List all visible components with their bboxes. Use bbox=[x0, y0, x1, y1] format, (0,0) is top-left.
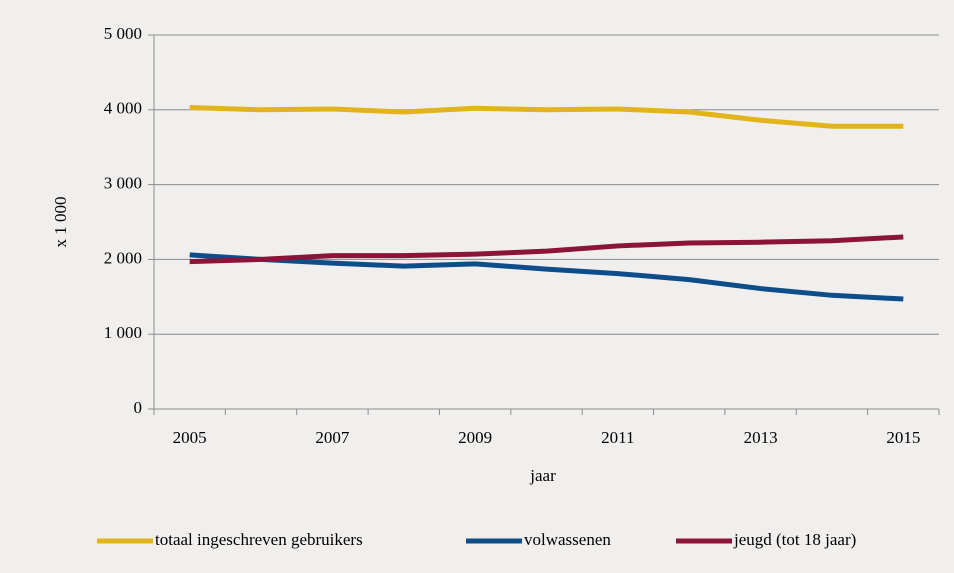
y-tick-label: 1 000 bbox=[104, 323, 142, 342]
legend-label: jeugd (tot 18 jaar) bbox=[733, 530, 856, 549]
y-tick-label: 5 000 bbox=[104, 24, 142, 43]
x-tick-label: 2013 bbox=[744, 428, 778, 447]
x-axis-label: jaar bbox=[529, 466, 556, 485]
y-tick-label: 3 000 bbox=[104, 174, 142, 193]
y-axis-label: x 1 000 bbox=[51, 197, 70, 248]
legend-label: volwassenen bbox=[524, 530, 611, 549]
x-tick-label: 2011 bbox=[601, 428, 634, 447]
x-tick-label: 2005 bbox=[173, 428, 207, 447]
series-line bbox=[189, 252, 904, 302]
y-tick-label: 2 000 bbox=[104, 248, 142, 267]
y-tick-label: 4 000 bbox=[104, 99, 142, 118]
x-tick-label: 2007 bbox=[315, 428, 350, 447]
x-tick-label: 2015 bbox=[886, 428, 920, 447]
series-line bbox=[189, 105, 904, 129]
legend-label: totaal ingeschreven gebruikers bbox=[155, 530, 363, 549]
x-tick-label: 2009 bbox=[458, 428, 492, 447]
y-tick-label: 0 bbox=[134, 398, 143, 417]
series-line bbox=[189, 234, 904, 265]
